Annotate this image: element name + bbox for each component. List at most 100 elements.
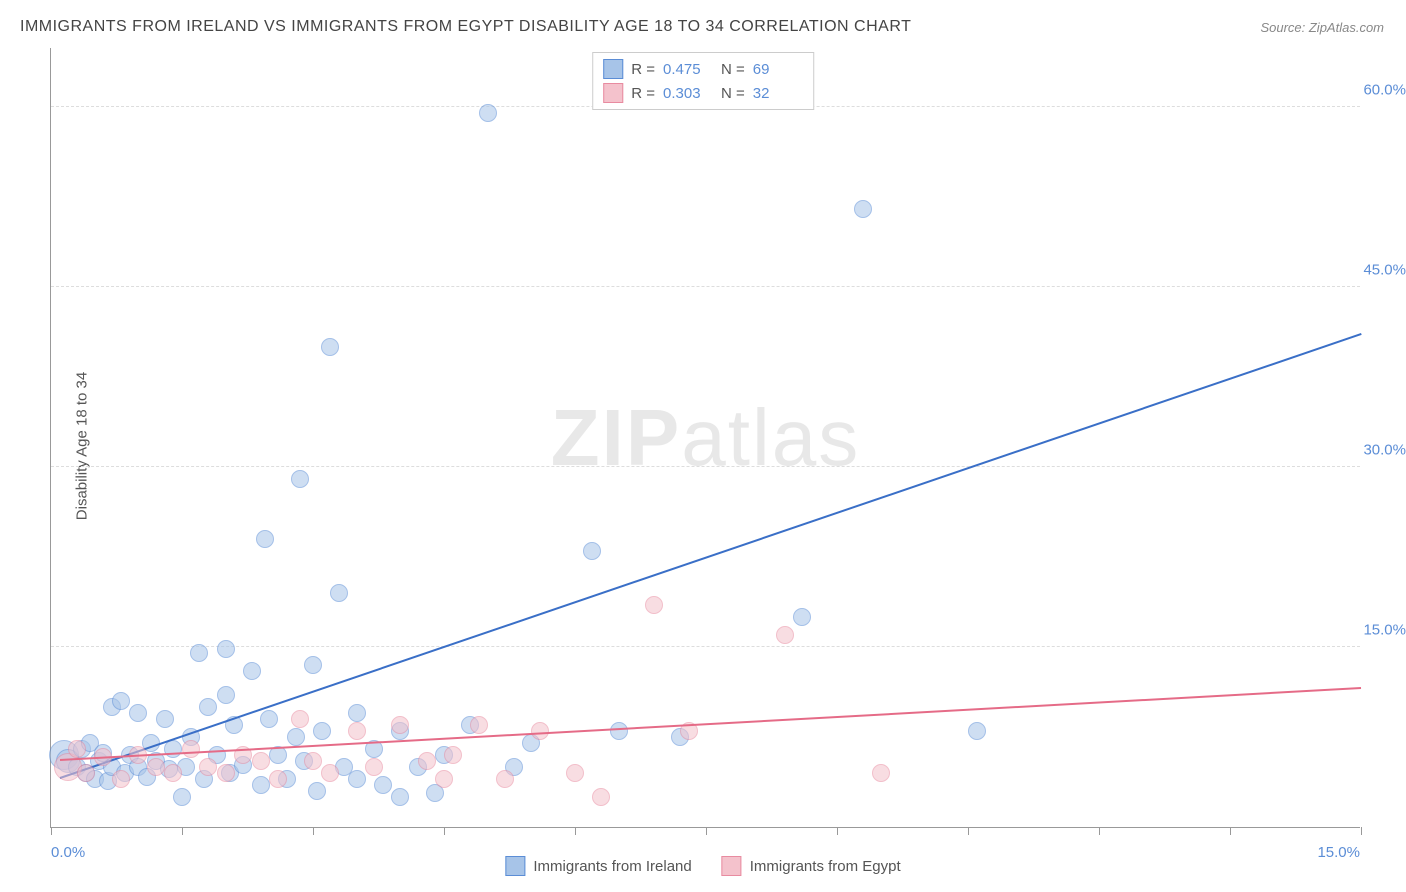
- scatter-point: [968, 722, 986, 740]
- gridline-h: [51, 286, 1360, 287]
- scatter-point: [252, 752, 270, 770]
- scatter-point: [435, 770, 453, 788]
- scatter-point: [256, 530, 274, 548]
- x-axis-label: 15.0%: [1317, 844, 1360, 861]
- x-tick: [444, 827, 445, 835]
- y-tick-label: 45.0%: [1363, 262, 1406, 279]
- n-label: N =: [721, 85, 745, 102]
- trend-line: [59, 333, 1361, 779]
- scatter-point: [610, 722, 628, 740]
- x-tick: [313, 827, 314, 835]
- x-tick: [1099, 827, 1100, 835]
- legend-swatch: [722, 856, 742, 876]
- scatter-point: [164, 764, 182, 782]
- n-value: 69: [753, 61, 803, 78]
- scatter-point: [190, 644, 208, 662]
- legend-swatch: [505, 856, 525, 876]
- scatter-point: [348, 704, 366, 722]
- scatter-point: [182, 740, 200, 758]
- x-tick: [1361, 827, 1362, 835]
- y-tick-label: 30.0%: [1363, 442, 1406, 459]
- legend-series-item: Immigrants from Egypt: [722, 856, 901, 876]
- scatter-point: [531, 722, 549, 740]
- scatter-point: [479, 104, 497, 122]
- chart-plot-area: ZIPatlas 15.0%30.0%45.0%60.0%0.0%15.0%: [50, 48, 1360, 828]
- x-tick: [837, 827, 838, 835]
- scatter-point: [68, 740, 86, 758]
- x-tick: [706, 827, 707, 835]
- scatter-point: [164, 740, 182, 758]
- r-value: 0.475: [663, 61, 713, 78]
- scatter-point: [496, 770, 514, 788]
- legend-stat-row: R = 0.303 N = 32: [603, 81, 803, 105]
- scatter-point: [129, 704, 147, 722]
- x-tick: [968, 827, 969, 835]
- scatter-point: [348, 770, 366, 788]
- n-value: 32: [753, 85, 803, 102]
- legend-swatch: [603, 59, 623, 79]
- scatter-point: [156, 710, 174, 728]
- scatter-point: [592, 788, 610, 806]
- trend-line: [60, 687, 1361, 761]
- r-label: R =: [631, 85, 655, 102]
- scatter-point: [112, 692, 130, 710]
- scatter-point: [217, 640, 235, 658]
- legend-series-item: Immigrants from Ireland: [505, 856, 691, 876]
- source-attribution: Source: ZipAtlas.com: [1260, 20, 1384, 35]
- scatter-point: [252, 776, 270, 794]
- scatter-point: [243, 662, 261, 680]
- scatter-point: [217, 686, 235, 704]
- scatter-point: [269, 770, 287, 788]
- legend-series-label: Immigrants from Egypt: [750, 858, 901, 875]
- scatter-point: [217, 764, 235, 782]
- chart-title: IMMIGRANTS FROM IRELAND VS IMMIGRANTS FR…: [20, 18, 911, 36]
- scatter-point: [391, 716, 409, 734]
- y-tick-label: 15.0%: [1363, 622, 1406, 639]
- x-tick: [1230, 827, 1231, 835]
- scatter-point: [304, 752, 322, 770]
- scatter-point: [645, 596, 663, 614]
- scatter-point: [291, 710, 309, 728]
- scatter-point: [321, 764, 339, 782]
- scatter-point: [147, 758, 165, 776]
- scatter-point: [872, 764, 890, 782]
- correlation-legend-box: R = 0.475 N = 69 R = 0.303 N = 32: [592, 52, 814, 110]
- watermark: ZIPatlas: [551, 392, 860, 484]
- gridline-h: [51, 466, 1360, 467]
- scatter-point: [313, 722, 331, 740]
- scatter-point: [374, 776, 392, 794]
- legend-series-label: Immigrants from Ireland: [533, 858, 691, 875]
- x-tick: [182, 827, 183, 835]
- scatter-point: [291, 470, 309, 488]
- x-tick: [51, 827, 52, 835]
- scatter-point: [308, 782, 326, 800]
- scatter-point: [365, 758, 383, 776]
- legend-swatch: [603, 83, 623, 103]
- r-label: R =: [631, 61, 655, 78]
- scatter-point: [444, 746, 462, 764]
- scatter-point: [321, 338, 339, 356]
- scatter-point: [348, 722, 366, 740]
- gridline-h: [51, 646, 1360, 647]
- y-tick-label: 60.0%: [1363, 82, 1406, 99]
- r-value: 0.303: [663, 85, 713, 102]
- x-tick: [575, 827, 576, 835]
- scatter-point: [418, 752, 436, 770]
- scatter-point: [173, 788, 191, 806]
- series-legend: Immigrants from Ireland Immigrants from E…: [505, 856, 900, 876]
- legend-stat-row: R = 0.475 N = 69: [603, 57, 803, 81]
- scatter-point: [391, 788, 409, 806]
- scatter-point: [470, 716, 488, 734]
- scatter-point: [566, 764, 584, 782]
- scatter-point: [304, 656, 322, 674]
- scatter-point: [260, 710, 278, 728]
- scatter-point: [77, 764, 95, 782]
- scatter-point: [583, 542, 601, 560]
- scatter-point: [112, 770, 130, 788]
- scatter-point: [793, 608, 811, 626]
- scatter-point: [199, 758, 217, 776]
- scatter-point: [330, 584, 348, 602]
- x-axis-label: 0.0%: [51, 844, 85, 861]
- scatter-point: [854, 200, 872, 218]
- n-label: N =: [721, 61, 745, 78]
